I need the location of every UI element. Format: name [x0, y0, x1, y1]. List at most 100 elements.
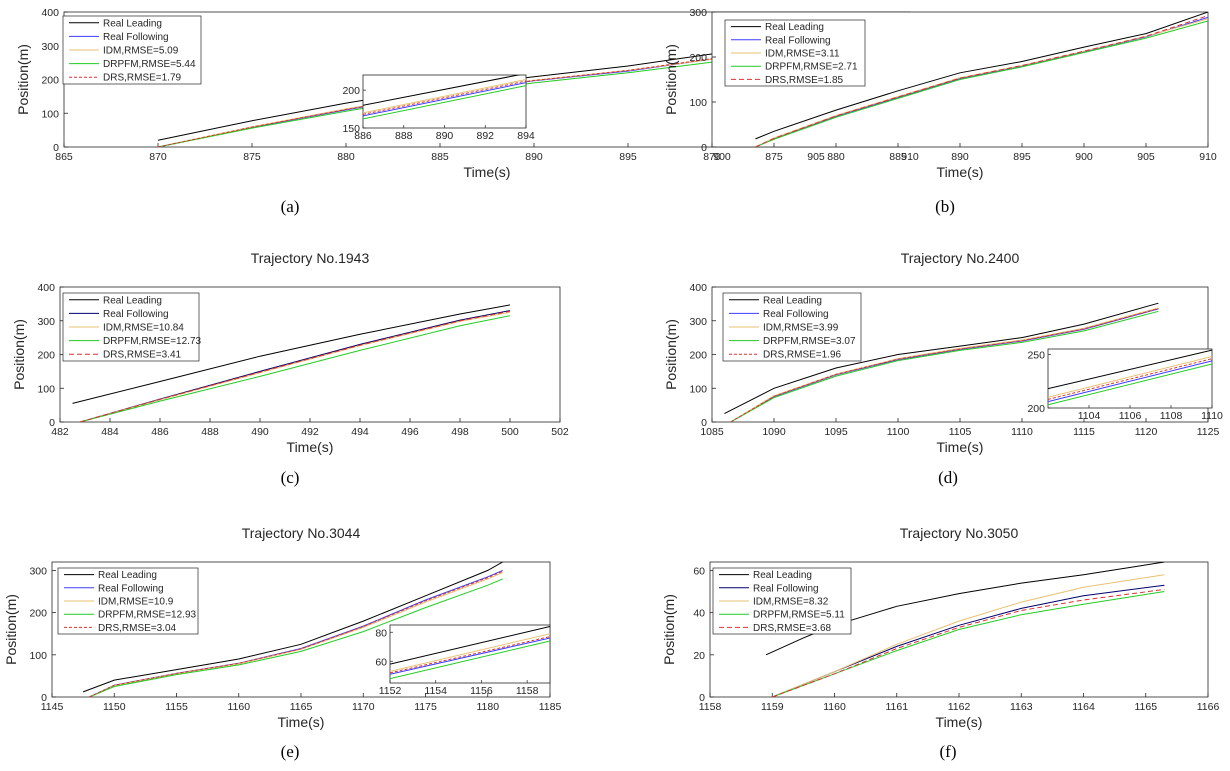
y-tick-label: 0 [701, 417, 707, 429]
x-tick-label: 1150 [103, 701, 126, 713]
y-tick-label: 200 [689, 350, 707, 362]
legend: Real Leading Real Following IDM,RMSE=3.99 D… [722, 292, 862, 362]
x-tick-label: 1165 [290, 701, 313, 713]
y-tick-label: 0 [41, 692, 47, 704]
y-tick-label: 200 [41, 75, 59, 87]
legend-label: Real Leading [98, 570, 157, 581]
chart-panel-3: Trajectory No.2400 1085 1090 1095 1100 1105 11… [663, 250, 1223, 487]
y-tick-label: 400 [689, 282, 707, 294]
x-tick-label: 488 [201, 426, 219, 438]
x-tick-label: 1095 [824, 426, 848, 438]
inset-series-line [1048, 360, 1212, 403]
x-tick-label: 498 [451, 426, 469, 438]
x-tick-label: 880 [827, 151, 845, 163]
x-tick-label: 875 [243, 151, 261, 163]
series-line [79, 315, 511, 422]
inset-series-line [363, 82, 526, 117]
y-tick-label: 300 [689, 7, 707, 19]
inset-x-tick-label: 1154 [424, 685, 447, 697]
x-axis-label: Time(s) [278, 714, 325, 730]
inset-series-line [363, 80, 526, 115]
inset-plot-area [362, 74, 527, 129]
x-tick-label: 1163 [1010, 701, 1033, 713]
y-axis-label: Position(m) [15, 44, 31, 115]
panel-caption: (b) [935, 197, 955, 216]
legend-label: Real Following [103, 32, 169, 43]
x-tick-label: 890 [525, 151, 543, 163]
x-tick-label: 502 [551, 426, 569, 438]
legend-label: Real Following [753, 583, 819, 594]
series-line [79, 311, 511, 422]
x-axis-label: Time(s) [464, 164, 511, 180]
x-tick-label: 900 [1075, 151, 1093, 163]
legend-label: Real Following [98, 583, 164, 594]
x-tick-label: 1120 [1135, 426, 1158, 438]
legend-label: Real Leading [765, 22, 824, 33]
legend-label: DRS,RMSE=1.79 [103, 73, 182, 84]
legend-label: Real Following [765, 35, 831, 46]
y-tick-label: 200 [29, 608, 47, 620]
y-tick-label: 40 [693, 608, 705, 620]
x-axis-label: Time(s) [287, 439, 334, 455]
x-tick-label: 496 [401, 426, 419, 438]
series-line [730, 307, 1159, 422]
x-tick-label: 910 [1199, 151, 1217, 163]
x-tick-label: 1100 [887, 426, 910, 438]
inset-series-line [390, 640, 550, 680]
x-axis-label: Time(s) [937, 439, 984, 455]
y-axis-label: Position(m) [663, 319, 679, 390]
series-line [755, 12, 1208, 140]
inset-x-tick-label: 886 [354, 130, 372, 142]
inset-x-tick-label: 1156 [470, 685, 493, 697]
x-tick-label: 1159 [761, 701, 784, 713]
y-tick-label: 100 [689, 383, 707, 395]
chart-title: Trajectory No.3044 [242, 525, 361, 541]
chart-title: Trajectory No.1943 [251, 250, 370, 266]
inset-y-tick-label: 200 [1027, 403, 1045, 415]
inset-y-tick-label: 200 [342, 85, 360, 97]
x-tick-label: 1160 [823, 701, 846, 713]
legend: Real Leading Real Following IDM,RMSE=3.11 D… [724, 19, 866, 87]
x-tick-label: 1161 [885, 701, 908, 713]
inset-zoom: 1152 1154 1156 1158 60 80 [375, 624, 551, 697]
chart-panel-5: Trajectory No.3050 1158 1159 1160 1161 1162 11… [661, 525, 1219, 761]
y-axis-label: Position(m) [663, 44, 679, 115]
series-line [755, 15, 1208, 147]
x-tick-label: 1105 [949, 426, 972, 438]
legend-label: DRS,RMSE=3.68 [753, 623, 832, 634]
chart-panel-4: Trajectory No.3044 1145 1150 1155 1160 1165 11… [3, 525, 561, 761]
inset-series-line [1048, 349, 1212, 390]
inset-series-line [390, 636, 550, 674]
inset-series-line [390, 637, 550, 675]
x-tick-label: 1115 [1073, 426, 1095, 438]
y-tick-label: 60 [693, 565, 705, 577]
legend-label: DRPFM,RMSE=12.93 [98, 610, 197, 621]
legend-label: DRPFM,RMSE=5.44 [103, 59, 196, 70]
x-tick-label: 875 [765, 151, 783, 163]
legend-label: Real Leading [103, 295, 162, 306]
x-tick-label: 865 [55, 151, 73, 163]
inset-series-line [1048, 356, 1212, 398]
series-line [89, 578, 503, 697]
inset-x-tick-label: 1108 [1160, 410, 1183, 422]
x-tick-label: 1185 [539, 701, 562, 713]
x-tick-label: 1125 [1197, 426, 1220, 438]
inset-x-tick-label: 1104 [1078, 410, 1101, 422]
x-tick-label: 1175 [414, 701, 437, 713]
series-line [79, 310, 511, 422]
panel-caption: (d) [938, 468, 958, 487]
y-axis-label: Position(m) [661, 594, 677, 665]
panel-caption: (c) [281, 468, 300, 487]
inset-x-tick-label: 892 [476, 130, 494, 142]
x-axis-label: Time(s) [937, 164, 984, 180]
legend-label: DRS,RMSE=1.85 [765, 75, 844, 86]
x-tick-label: 1165 [1134, 701, 1157, 713]
x-tick-label: 895 [1013, 151, 1031, 163]
legend-label: DRPFM,RMSE=3.07 [763, 336, 856, 347]
x-tick-label: 1164 [1072, 701, 1095, 713]
x-tick-label: 494 [351, 426, 369, 438]
series-line [765, 562, 1165, 656]
chart-panel-2: Trajectory No.1943 482 484 486 488 490 492 494 4… [11, 250, 569, 487]
x-tick-label: 1180 [476, 701, 499, 713]
